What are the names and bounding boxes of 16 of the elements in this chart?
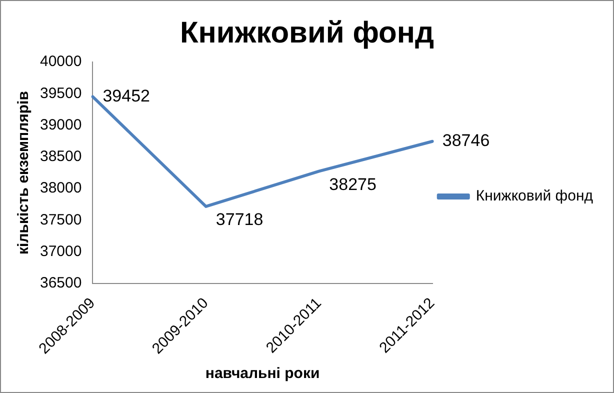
x-axis-title: навчальні роки xyxy=(205,365,320,382)
y-tick-label: 37500 xyxy=(40,211,82,228)
y-axis-title: кількість екземплярів xyxy=(15,91,32,254)
y-tick-label: 36500 xyxy=(40,274,82,292)
y-tick-label: 39000 xyxy=(40,116,82,134)
y-tick-label: 38000 xyxy=(40,180,82,197)
data-label: 38746 xyxy=(442,131,490,150)
y-tick-label: 39500 xyxy=(40,84,82,102)
data-label: 38275 xyxy=(329,174,376,194)
data-label: 37718 xyxy=(216,210,264,230)
y-tick-label: 38500 xyxy=(40,148,82,166)
y-tick-label: 40000 xyxy=(40,53,82,70)
chart-title: Книжковий фонд xyxy=(180,16,434,50)
y-tick-label: 37000 xyxy=(40,243,82,260)
legend-label: Книжковий фонд xyxy=(476,188,594,205)
data-label: 39452 xyxy=(102,86,150,106)
